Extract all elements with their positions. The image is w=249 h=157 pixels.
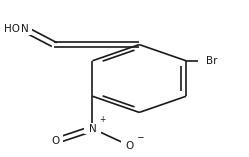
Text: −: − — [136, 133, 143, 142]
Bar — [2, 23, 23, 35]
Text: Br: Br — [206, 56, 217, 66]
Text: N: N — [89, 124, 96, 134]
Text: N: N — [21, 24, 29, 34]
Text: HO: HO — [4, 24, 20, 34]
Text: O: O — [125, 141, 133, 151]
Bar — [17, 23, 32, 35]
Text: +: + — [99, 115, 106, 124]
Bar — [84, 123, 101, 134]
Bar — [121, 140, 138, 151]
Text: O: O — [52, 136, 60, 146]
Bar — [48, 135, 63, 147]
